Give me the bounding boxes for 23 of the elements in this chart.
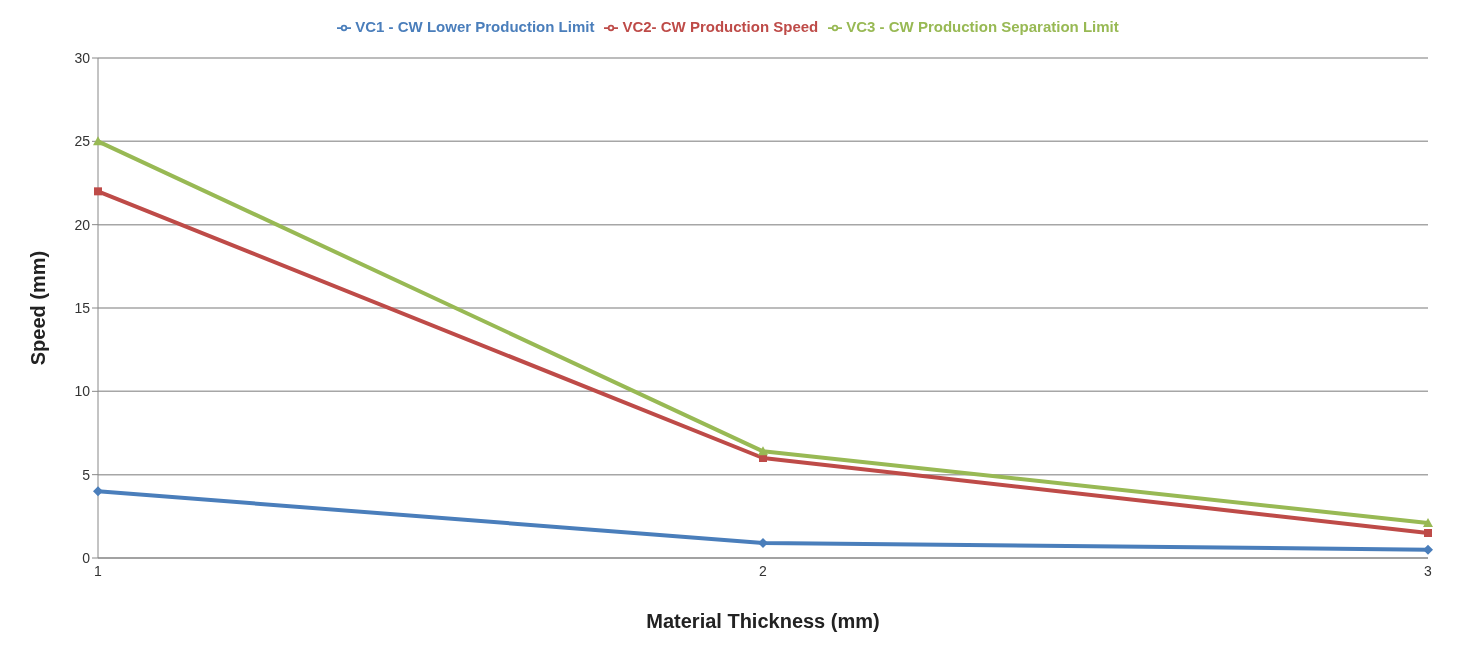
y-tick-label: 5: [82, 466, 91, 483]
y-tick-label: 20: [74, 216, 91, 233]
y-tick-label: 25: [74, 133, 91, 150]
x-tick-label: 3: [1424, 562, 1433, 579]
y-tick-label: 15: [74, 299, 91, 316]
point: [94, 187, 102, 196]
x-tick-label: 1: [94, 562, 103, 579]
legend-label: VC3 - CW Production Separation Limit: [846, 18, 1119, 35]
legend-label: VC1 - CW Lower Production Limit: [355, 18, 595, 35]
x-tick-label: 2: [759, 562, 768, 579]
point: [1423, 544, 1433, 555]
point: [1423, 518, 1433, 527]
y-tick-label: 10: [74, 383, 91, 400]
x-axis-title: Material Thickness (mm): [646, 610, 880, 632]
point: [93, 136, 103, 146]
point: [93, 486, 103, 497]
y-tick-label: 30: [74, 49, 91, 66]
y-tick-label: 0: [82, 549, 91, 566]
legend-label: VC2- CW Production Speed: [622, 18, 819, 35]
y-axis-title: Speed (mm): [27, 250, 50, 366]
point: [1424, 529, 1432, 537]
point: [758, 538, 768, 548]
point: [758, 446, 768, 456]
